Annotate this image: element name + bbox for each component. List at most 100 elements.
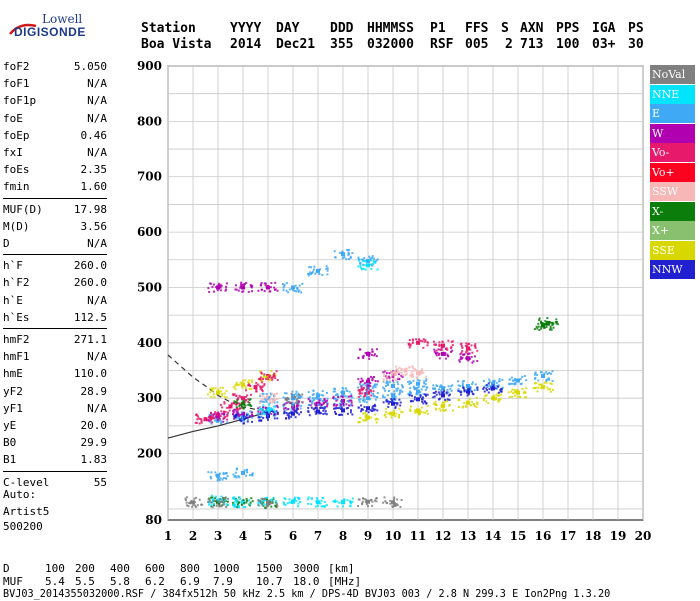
param-row-yf2: yF2 28.9 bbox=[3, 384, 107, 399]
data-cluster-dot bbox=[467, 393, 470, 396]
data-cluster-dot bbox=[260, 497, 263, 500]
data-cluster-dot bbox=[235, 381, 238, 384]
data-cluster-dot bbox=[396, 504, 399, 507]
data-cluster-dot bbox=[372, 259, 375, 262]
data-cluster-dot bbox=[242, 396, 245, 399]
data-cluster-dot bbox=[470, 344, 473, 347]
data-cluster-dot bbox=[389, 400, 391, 403]
data-cluster-dot bbox=[295, 500, 298, 503]
data-cluster-dot bbox=[413, 398, 416, 401]
data-cluster-dot bbox=[284, 407, 287, 409]
data-cluster-dot bbox=[194, 504, 197, 507]
data-cluster-dot bbox=[241, 290, 244, 293]
data-cluster-dot bbox=[263, 373, 266, 376]
param-row-he: h`E N/A bbox=[3, 293, 107, 308]
header-label-4: HHMMSS bbox=[367, 21, 414, 36]
data-point-w bbox=[366, 379, 370, 384]
data-cluster-dot bbox=[336, 500, 339, 503]
data-cluster-dot bbox=[207, 501, 210, 503]
param-row-fof2: foF2 5.050 bbox=[3, 59, 107, 74]
data-cluster-dot bbox=[360, 377, 363, 380]
data-cluster-dot bbox=[551, 370, 554, 373]
data-cluster-dot bbox=[291, 390, 294, 393]
data-cluster-dot bbox=[208, 419, 211, 422]
header-value-1: 2014 bbox=[230, 37, 262, 52]
data-cluster-dot bbox=[294, 284, 297, 287]
legend-item-vo: Vo- bbox=[650, 143, 695, 162]
data-cluster-dot bbox=[384, 500, 387, 503]
param-row-foes: foEs 2.35 bbox=[3, 162, 107, 177]
data-cluster-dot bbox=[362, 418, 365, 421]
data-cluster-dot bbox=[238, 383, 241, 386]
data-cluster-dot bbox=[264, 282, 267, 285]
data-cluster-dot bbox=[475, 396, 478, 399]
data-cluster-dot bbox=[266, 411, 269, 414]
muf-value: 7.9 bbox=[213, 575, 233, 588]
data-cluster-dot bbox=[319, 407, 322, 409]
data-cluster-dot bbox=[345, 389, 348, 392]
data-cluster-dot bbox=[218, 505, 221, 508]
data-cluster-dot bbox=[536, 327, 539, 330]
data-cluster-dot bbox=[532, 387, 535, 390]
header-value-5: RSF bbox=[430, 37, 454, 52]
param-row-foep: foEp 0.46 bbox=[3, 128, 107, 143]
data-cluster-dot bbox=[476, 386, 479, 389]
data-cluster-dot bbox=[365, 414, 368, 417]
data-cluster-dot bbox=[216, 413, 219, 416]
data-cluster-dot bbox=[230, 402, 233, 405]
data-cluster-dot bbox=[457, 406, 460, 408]
param-separator bbox=[3, 470, 107, 472]
data-cluster-dot bbox=[414, 369, 417, 372]
data-cluster-dot bbox=[535, 386, 538, 389]
data-cluster-dot bbox=[232, 401, 235, 404]
data-cluster-dot bbox=[412, 379, 415, 382]
data-cluster-dot bbox=[246, 471, 248, 474]
data-cluster-dot bbox=[296, 412, 299, 414]
data-cluster-dot bbox=[419, 410, 422, 413]
data-cluster-dot bbox=[348, 390, 351, 393]
data-cluster-dot bbox=[395, 365, 398, 368]
data-cluster-dot bbox=[234, 417, 237, 420]
data-cluster-dot bbox=[236, 399, 239, 402]
data-cluster-dot bbox=[262, 417, 265, 419]
data-cluster-dot bbox=[245, 398, 247, 401]
data-cluster-dot bbox=[293, 496, 296, 499]
data-cluster-dot bbox=[443, 354, 446, 356]
data-cluster-dot bbox=[239, 404, 242, 407]
data-cluster-dot bbox=[410, 374, 413, 377]
data-cluster-dot bbox=[332, 395, 335, 398]
param-name: h`F bbox=[3, 259, 23, 273]
data-cluster-dot bbox=[232, 497, 235, 500]
data-cluster-dot bbox=[420, 406, 423, 409]
data-cluster-dot bbox=[272, 411, 275, 414]
data-cluster-dot bbox=[321, 407, 324, 409]
header-label-8: AXN bbox=[520, 21, 544, 36]
data-cluster-dot bbox=[360, 404, 363, 407]
data-cluster-dot bbox=[426, 344, 429, 347]
data-cluster-dot bbox=[376, 409, 379, 412]
data-cluster-dot bbox=[349, 501, 352, 504]
data-cluster-dot bbox=[363, 259, 366, 262]
data-cluster-dot bbox=[248, 499, 251, 502]
data-cluster-dot bbox=[270, 407, 273, 410]
data-cluster-dot bbox=[265, 399, 267, 402]
data-cluster-dot bbox=[249, 410, 252, 413]
data-cluster-dot bbox=[541, 374, 544, 377]
data-cluster-dot bbox=[555, 322, 558, 325]
data-cluster-dot bbox=[447, 355, 450, 358]
data-cluster-dot bbox=[223, 401, 226, 404]
data-cluster-dot bbox=[193, 501, 196, 504]
data-cluster-dot bbox=[385, 382, 388, 385]
data-cluster-dot bbox=[443, 351, 445, 354]
x-tick-label: 9 bbox=[364, 529, 372, 543]
data-cluster-dot bbox=[358, 390, 361, 393]
data-cluster-dot bbox=[444, 352, 447, 355]
data-cluster-dot bbox=[471, 390, 473, 393]
header-label-9: PPS bbox=[556, 21, 580, 36]
x-tick-label: 15 bbox=[510, 529, 527, 543]
data-cluster-dot bbox=[345, 258, 348, 261]
data-cluster-dot bbox=[425, 375, 427, 378]
data-cluster-dot bbox=[398, 393, 401, 396]
data-cluster-dot bbox=[315, 412, 318, 415]
data-cluster-dot bbox=[399, 391, 401, 394]
